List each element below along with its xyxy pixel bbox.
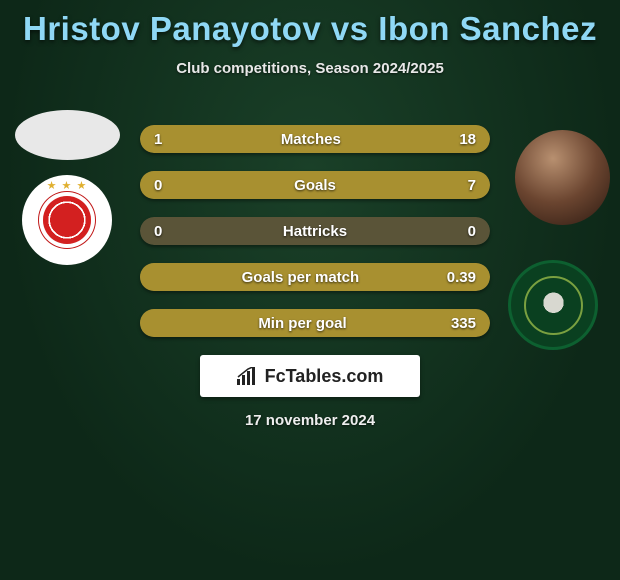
stats-panel: 1 Matches 18 0 Goals 7 0 Hattricks 0 Goa… bbox=[140, 125, 490, 355]
club-badge-left bbox=[22, 175, 112, 265]
player-avatar-right bbox=[515, 130, 610, 225]
stat-row: Goals per match 0.39 bbox=[140, 263, 490, 291]
stat-value-right: 0.39 bbox=[447, 269, 476, 286]
stat-value-right: 335 bbox=[451, 315, 476, 332]
stat-value-left: 1 bbox=[154, 131, 162, 148]
stat-value-left: 0 bbox=[154, 223, 162, 240]
snapshot-date: 17 november 2024 bbox=[0, 412, 620, 429]
stat-value-right: 7 bbox=[468, 177, 476, 194]
stat-label: Goals per match bbox=[154, 269, 447, 286]
stat-label: Goals bbox=[162, 177, 467, 194]
stat-row: 0 Hattricks 0 bbox=[140, 217, 490, 245]
stat-label: Matches bbox=[162, 131, 459, 148]
chart-icon bbox=[237, 367, 259, 385]
stat-value-right: 0 bbox=[468, 223, 476, 240]
player-avatar-left bbox=[15, 110, 120, 160]
stat-row: Min per goal 335 bbox=[140, 309, 490, 337]
comparison-subtitle: Club competitions, Season 2024/2025 bbox=[0, 60, 620, 77]
club-badge-right bbox=[508, 260, 598, 350]
stat-row: 1 Matches 18 bbox=[140, 125, 490, 153]
stat-label: Hattricks bbox=[162, 223, 467, 240]
brand-text: FcTables.com bbox=[265, 366, 384, 387]
stat-row: 0 Goals 7 bbox=[140, 171, 490, 199]
stat-value-left: 0 bbox=[154, 177, 162, 194]
brand-badge: FcTables.com bbox=[200, 355, 420, 397]
comparison-title: Hristov Panayotov vs Ibon Sanchez bbox=[0, 0, 620, 48]
stat-value-right: 18 bbox=[459, 131, 476, 148]
stat-label: Min per goal bbox=[154, 315, 451, 332]
